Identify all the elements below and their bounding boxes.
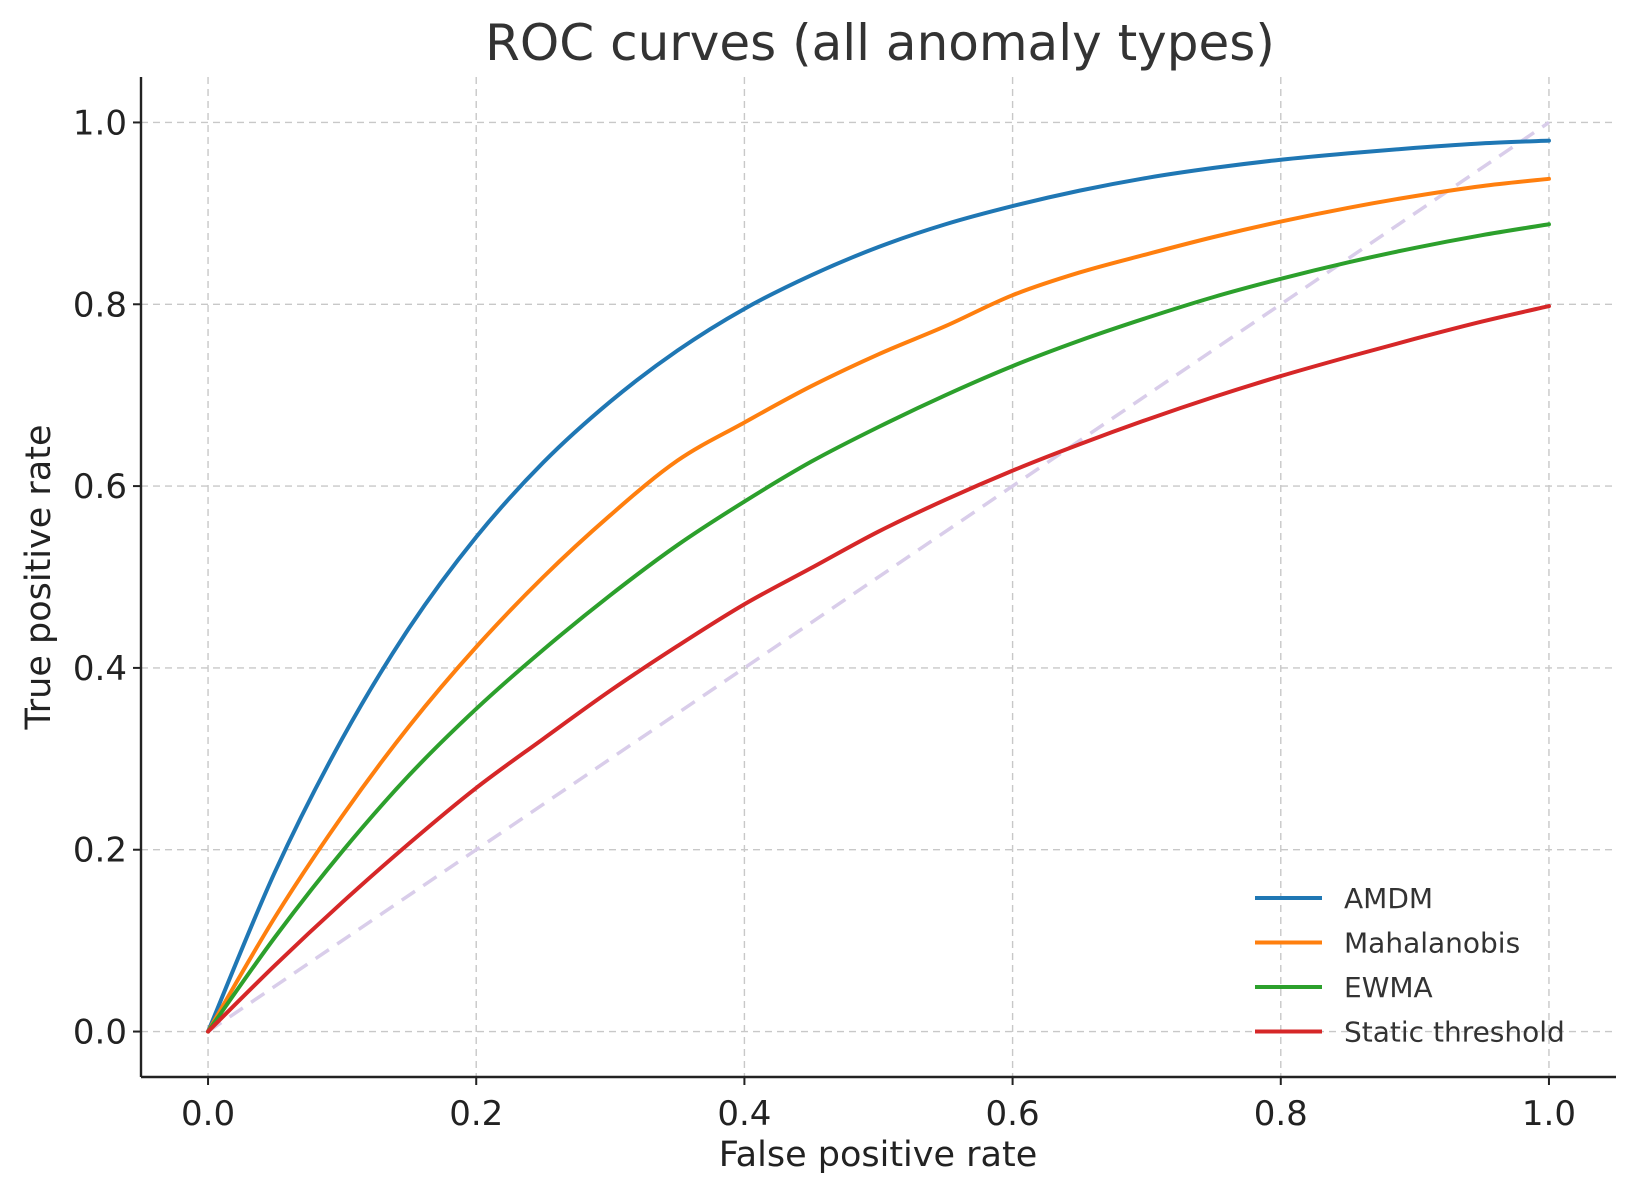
series-curves bbox=[206, 138, 1551, 1034]
series-line-amdm bbox=[206, 138, 1551, 1034]
series-line-mahalanobis bbox=[206, 176, 1551, 1034]
legend-label-mahalanobis: Mahalanobis bbox=[1344, 927, 1520, 960]
legend: AMDM Mahalanobis EWMA Static threshold bbox=[1255, 882, 1565, 1049]
axes bbox=[139, 77, 1616, 1079]
y-tick-label: 0.6 bbox=[73, 467, 127, 507]
legend-label-static-threshold: Static threshold bbox=[1344, 1016, 1565, 1049]
x-tick-label: 0.0 bbox=[181, 1094, 235, 1134]
ticks: 0.0 0.2 0.4 0.6 0.8 1.0 0.0 0.2 0.4 0.6 0.8 1.0 bbox=[73, 103, 1576, 1134]
y-tick-label: 0.4 bbox=[73, 649, 127, 689]
series-line-static-threshold bbox=[206, 304, 1551, 1034]
x-tick-label: 1.0 bbox=[1522, 1094, 1576, 1134]
x-tick-label: 0.2 bbox=[449, 1094, 503, 1134]
legend-label-amdm: AMDM bbox=[1344, 882, 1433, 915]
x-tick-label: 0.4 bbox=[717, 1094, 771, 1134]
y-tick-label: 0.8 bbox=[73, 285, 127, 325]
series-line-ewma bbox=[206, 222, 1551, 1034]
x-tick-label: 0.8 bbox=[1254, 1094, 1308, 1134]
x-axis-label: False positive rate bbox=[719, 1135, 1038, 1175]
legend-label-ewma: EWMA bbox=[1344, 971, 1433, 1004]
y-axis-label: True positive rate bbox=[19, 425, 59, 731]
y-tick-label: 0.2 bbox=[73, 831, 127, 871]
chart-title: ROC curves (all anomaly types) bbox=[485, 14, 1275, 72]
y-tick-label: 0.0 bbox=[73, 1013, 127, 1053]
y-tick-label: 1.0 bbox=[73, 103, 127, 143]
x-tick-label: 0.6 bbox=[986, 1094, 1040, 1134]
reference-line-group bbox=[207, 121, 1550, 1033]
chance-reference-line bbox=[207, 121, 1550, 1033]
grid-lines bbox=[141, 77, 1616, 1077]
